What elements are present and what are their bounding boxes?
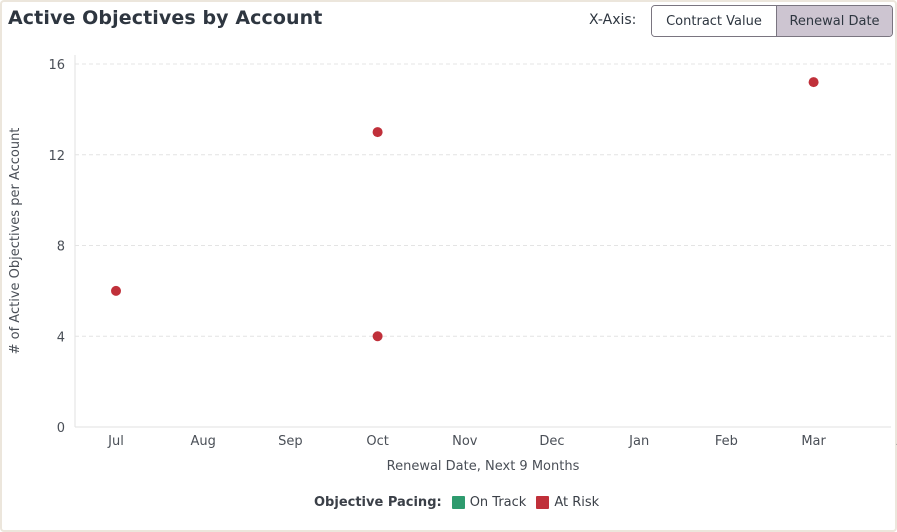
xaxis-toggle: Contract Value Renewal Date [651,5,893,37]
x-tick-label: Jan [628,434,649,449]
y-tick-label: 4 [57,330,65,345]
legend: Objective Pacing: On Track At Risk [314,495,609,510]
y-tick-label: 12 [48,149,65,164]
chart-title: Active Objectives by Account [8,7,323,29]
xaxis-selector-label: X-Axis: [589,12,637,28]
legend-label-on-track: On Track [469,495,527,510]
data-point [372,127,383,138]
x-tick-label: Feb [715,434,738,449]
legend-item-at-risk[interactable]: At Risk [536,495,599,510]
x-tick-label: Oct [366,434,388,449]
legend-label-at-risk: At Risk [554,495,600,510]
legend-item-on-track[interactable]: On Track [451,495,527,510]
x-tick-label: Jul [107,434,124,449]
x-tick-label: Dec [539,434,564,449]
x-axis-title: Renewal Date, Next 9 Months [387,459,580,474]
y-tick-label: 0 [57,421,65,436]
x-tick-label: Mar [801,434,826,449]
y-axis-title: # of Active Objectives per Account [8,128,23,355]
x-tick-label: Aug [191,434,216,449]
y-tick-label: 8 [57,240,65,255]
at-risk-swatch [536,496,550,509]
renewal-date-button[interactable]: Renewal Date [777,6,892,36]
data-point [111,285,121,296]
y-tick-label: 16 [48,58,65,73]
legend-title: Objective Pacing: [314,495,442,510]
on-track-swatch [451,496,465,509]
x-tick-label: Nov [452,434,478,449]
data-point [372,331,383,342]
x-tick-label: Sep [278,434,303,449]
data-point [808,77,819,88]
contract-value-button[interactable]: Contract Value [652,6,777,36]
